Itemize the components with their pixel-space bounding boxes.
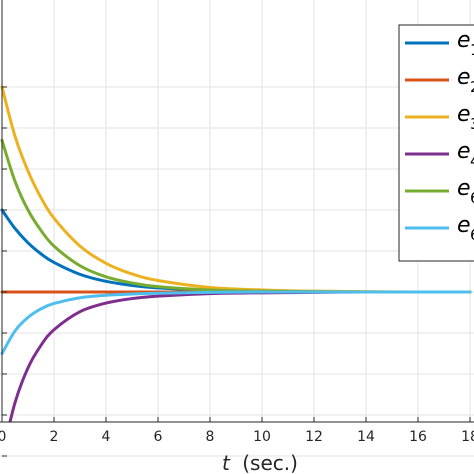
x-tick-label: 4 bbox=[102, 429, 111, 445]
legend-subscript: 3 bbox=[470, 115, 474, 133]
x-tick-labels: 0 2 4 6 8 10 12 14 16 18 bbox=[0, 429, 474, 445]
legend-label: e bbox=[457, 139, 471, 164]
legend-item-5: e6 bbox=[405, 176, 474, 207]
x-tick-label: 16 bbox=[409, 429, 427, 445]
legend-label: e bbox=[457, 65, 471, 90]
series-line-6 bbox=[0, 290, 472, 355]
legend-subscript: 6 bbox=[470, 189, 474, 207]
legend: e1e2e3e4e6e6 bbox=[398, 24, 474, 262]
x-axis-label-unit: (sec.) bbox=[242, 451, 298, 474]
x-tick-label: 0 bbox=[0, 429, 6, 445]
legend-label: e bbox=[457, 176, 471, 201]
legend-subscript: 6 bbox=[470, 226, 474, 244]
x-tick-label: 10 bbox=[253, 429, 271, 445]
legend-subscript: 1 bbox=[470, 41, 474, 59]
x-tick-label: 8 bbox=[206, 429, 215, 445]
x-axis-label: t (sec.) bbox=[222, 451, 298, 474]
legend-subscript: 4 bbox=[470, 152, 474, 170]
legend-label: e bbox=[457, 28, 471, 53]
series-lines bbox=[0, 85, 472, 422]
x-axis-label-variable: t bbox=[222, 451, 231, 474]
legend-item-2: e2 bbox=[405, 65, 474, 96]
grid-lines bbox=[0, 0, 474, 457]
legend-items: e1e2e3e4e6e6 bbox=[405, 28, 474, 244]
legend-item-1: e1 bbox=[405, 28, 474, 59]
x-tick-label: 2 bbox=[50, 429, 59, 445]
axes bbox=[0, 0, 474, 457]
x-tick-label: 6 bbox=[154, 429, 163, 445]
x-tick-label: 14 bbox=[357, 429, 375, 445]
legend-label: e bbox=[457, 102, 471, 127]
legend-subscript: 2 bbox=[470, 78, 474, 96]
legend-item-4: e4 bbox=[405, 139, 474, 170]
legend-box bbox=[398, 24, 474, 262]
legend-item-6: e6 bbox=[405, 213, 474, 244]
x-tick-label: 12 bbox=[305, 429, 323, 445]
legend-item-3: e3 bbox=[405, 102, 474, 133]
legend-label: e bbox=[457, 213, 471, 238]
x-tick-label: 18 bbox=[461, 429, 474, 445]
